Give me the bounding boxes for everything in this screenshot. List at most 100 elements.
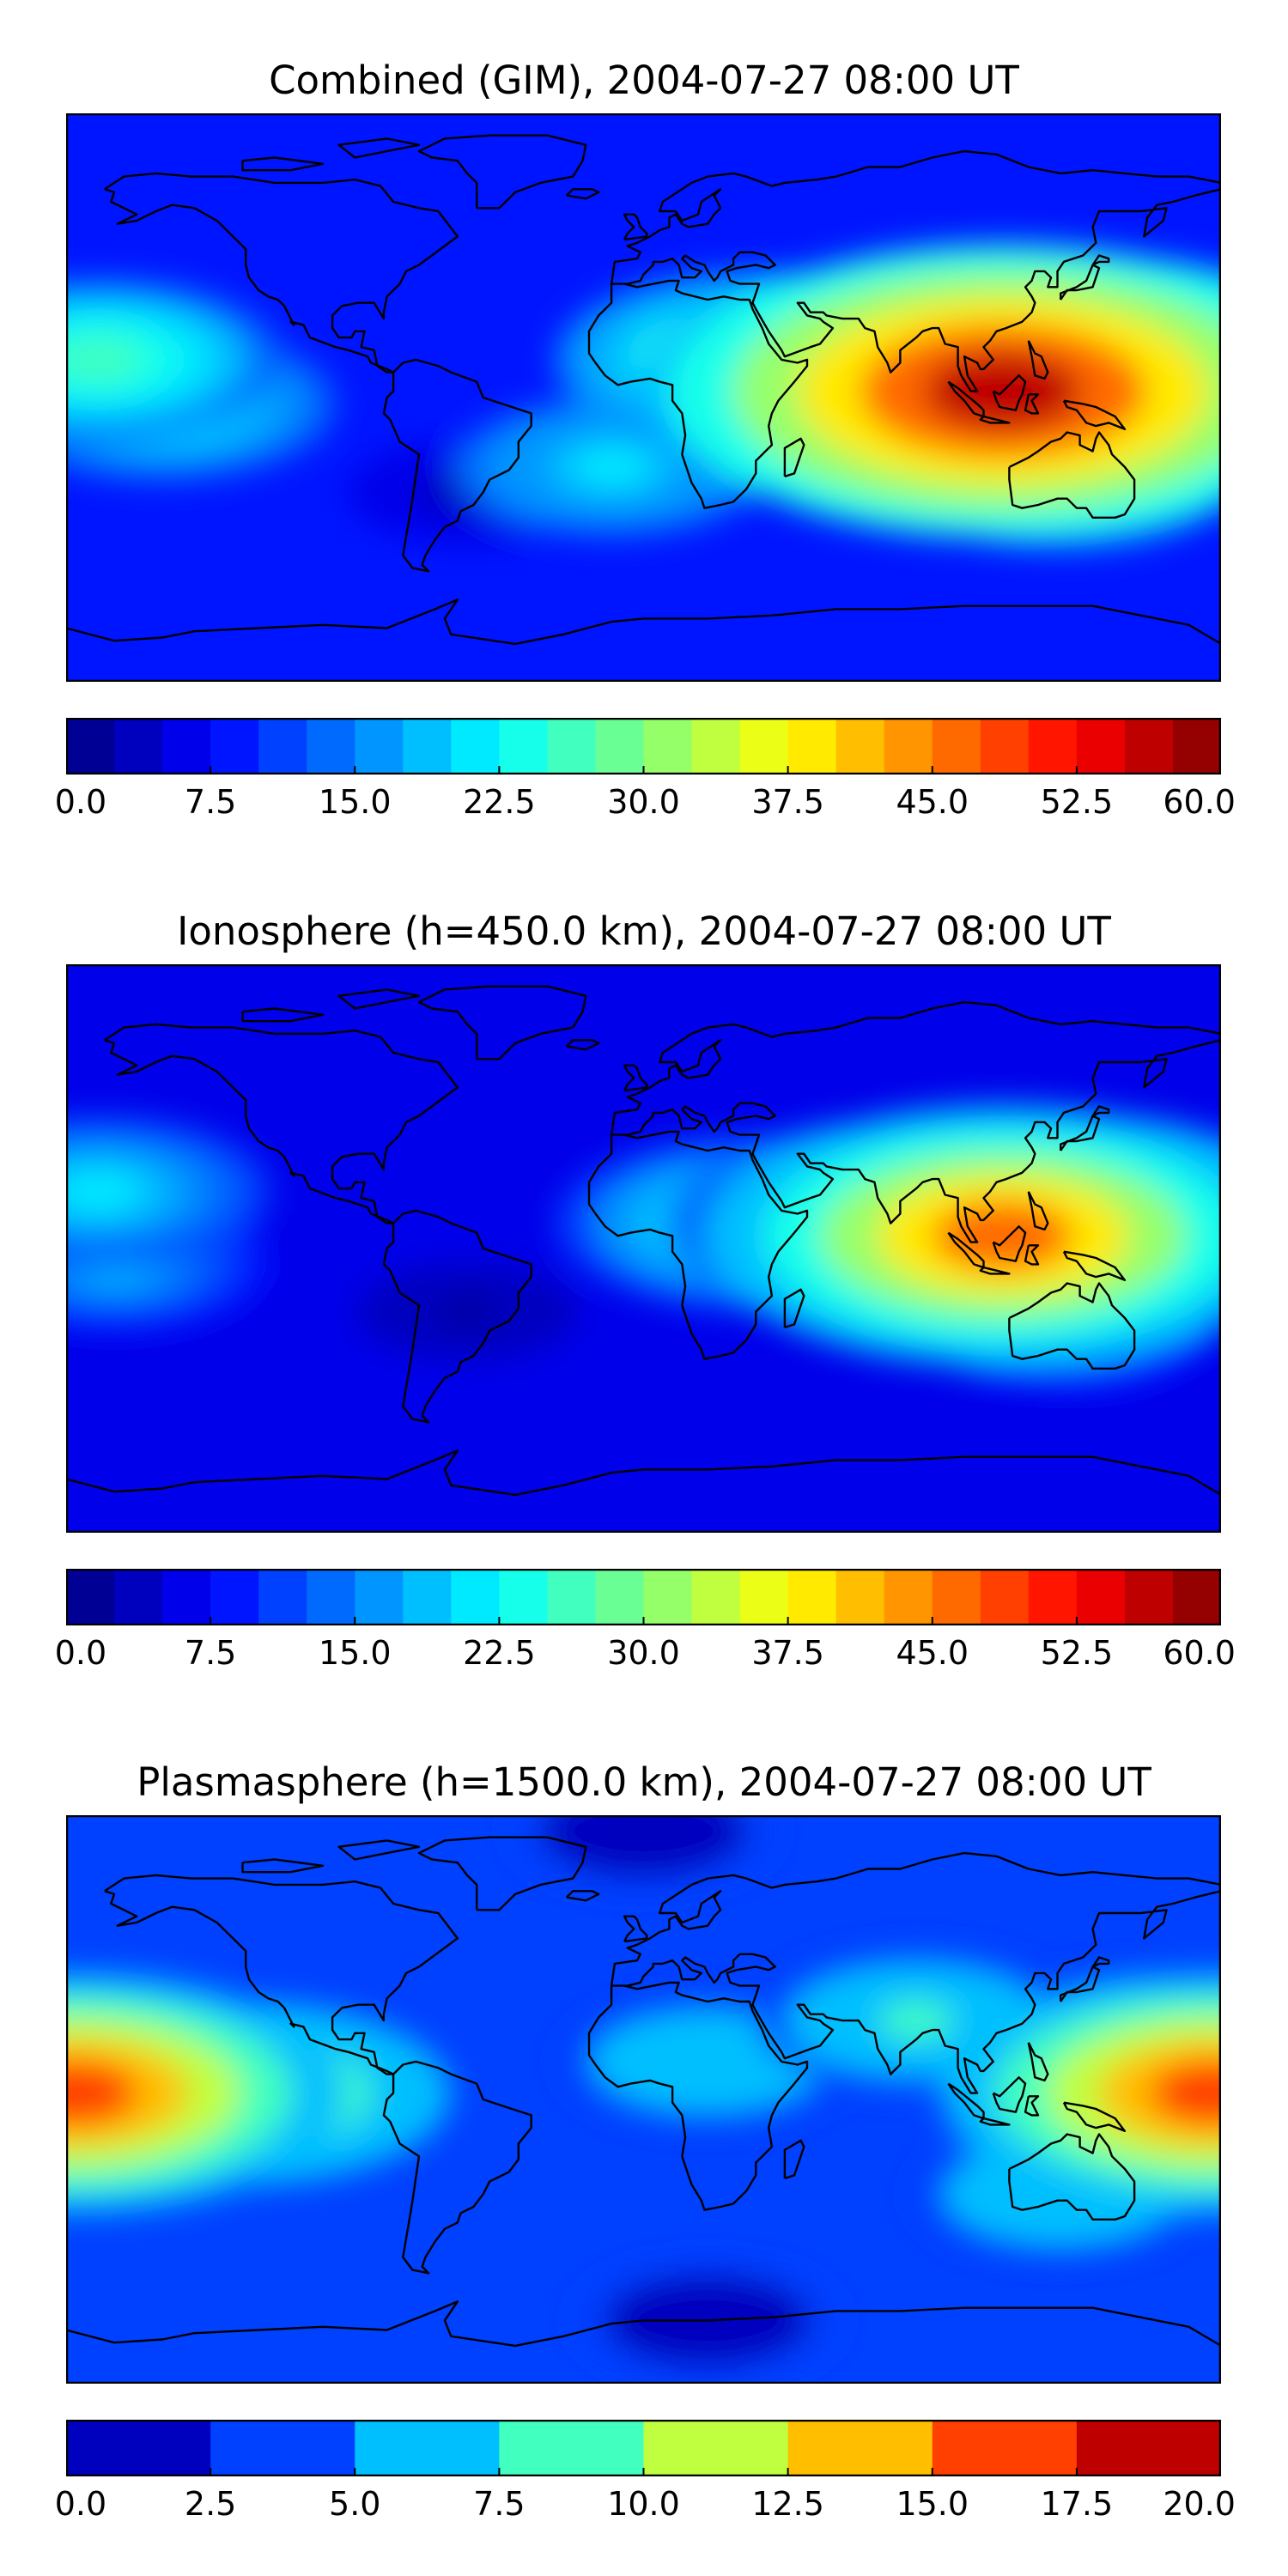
colorbar-segment	[932, 2420, 1078, 2476]
colorbar-segment	[1172, 1569, 1221, 1625]
coastlines	[66, 1836, 1221, 2348]
colorbar-segment	[499, 1569, 549, 1625]
colorbar-ticks-plasmasphere: 0.0 2.5 5.0 7.5 10.0 12.5 15.0 17.5 20.0	[55, 2485, 1236, 2537]
colorbar-tick-label: 15.0	[318, 783, 392, 821]
colorbar-segment	[1124, 718, 1174, 775]
colorbar-segment	[403, 718, 452, 775]
colorbar-segment	[980, 1569, 1030, 1625]
colorbar-segment	[355, 718, 404, 775]
colorbar-combined	[66, 718, 1221, 775]
colorbar-segment	[307, 1569, 355, 1625]
colorbar-segment	[451, 1569, 500, 1625]
colorbar-tick-label: 7.5	[184, 783, 237, 821]
colorbar-segment	[547, 1569, 597, 1625]
coastlines	[66, 134, 1221, 646]
map-frame	[66, 1815, 1221, 2384]
heatmap-blob	[1150, 2061, 1221, 2125]
colorbar-tick-label: 45.0	[896, 1634, 969, 1672]
colorbar-segment	[787, 718, 837, 775]
map-heatmap-combined	[66, 113, 1221, 682]
colorbar-segment	[307, 718, 355, 775]
colorbar-tick-label: 30.0	[607, 783, 680, 821]
colorbar-segment	[114, 1569, 163, 1625]
colorbar-tick-label: 0.0	[54, 2485, 107, 2523]
colorbar-segment	[403, 1569, 452, 1625]
heatmap-blob	[66, 337, 142, 382]
colorbar-segment	[884, 1569, 933, 1625]
colorbar-segment	[1028, 718, 1078, 775]
colorbar-segment	[210, 2420, 355, 2476]
colorbar-tick-label: 22.5	[463, 783, 536, 821]
colorbar-tick-label: 2.5	[184, 2485, 237, 2523]
colorbar-segment	[643, 2420, 789, 2476]
colorbar-segment	[66, 718, 115, 775]
colorbar-tick-label: 22.5	[463, 1634, 536, 1672]
colorbar-segment	[739, 1569, 789, 1625]
colorbar-segment	[1172, 718, 1221, 775]
chart-title: Combined (GIM), 2004-07-27 08:00 UT	[269, 58, 1019, 103]
colorbar-segment	[355, 2420, 500, 2476]
colorbar-segment	[210, 718, 259, 775]
colorbar-segment	[980, 718, 1030, 775]
colorbar-segment	[835, 1569, 885, 1625]
colorbar-segment	[499, 718, 549, 775]
colorbar-tick-label: 7.5	[473, 2485, 526, 2523]
colorbar-tick-label: 7.5	[184, 1634, 237, 1672]
colorbar-tick-label: 12.5	[751, 2485, 824, 2523]
colorbar-segment	[739, 718, 789, 775]
colorbar-segment	[835, 718, 885, 775]
colorbar-segment	[787, 1569, 837, 1625]
colorbar-segment	[355, 1569, 404, 1625]
heatmap-features	[66, 1105, 1221, 1393]
colorbar-segment	[932, 718, 981, 775]
colorbar-tick-label: 37.5	[751, 783, 824, 821]
colorbar-segment	[1076, 718, 1126, 775]
colorbar-segment	[258, 718, 307, 775]
colorbar-tick-label: 52.5	[1040, 783, 1114, 821]
heatmap-blob	[66, 1171, 139, 1212]
colorbar-segment	[595, 718, 645, 775]
colorbar-segment	[66, 2420, 211, 2476]
colorbar-segment	[691, 1569, 741, 1625]
colorbar-tick-label: 60.0	[1163, 1634, 1236, 1672]
colorbar-tick-label: 15.0	[318, 1634, 392, 1672]
chart-title: Plasmasphere (h=1500.0 km), 2004-07-27 0…	[137, 1759, 1151, 1805]
colorbar-segment	[210, 1569, 259, 1625]
heatmap-blob	[441, 1298, 493, 1325]
chart-title: Ionosphere (h=450.0 km), 2004-07-27 08:0…	[177, 908, 1111, 954]
map-heatmap-ionosphere	[66, 964, 1221, 1533]
heatmap-blob	[878, 2002, 954, 2039]
heatmap-blob	[933, 1200, 1073, 1271]
colorbar-ticks-ionosphere: 0.0 7.5 15.0 22.5 30.0 37.5 45.0 52.5 60.0	[55, 1634, 1236, 1686]
colorbar-segment	[595, 1569, 645, 1625]
colorbar-segment	[162, 1569, 211, 1625]
colorbar-tick-label: 17.5	[1040, 2485, 1114, 2523]
colorbar-tick-label: 0.0	[54, 1634, 107, 1672]
colorbar-segment	[691, 718, 741, 775]
heatmap-blob	[673, 2044, 742, 2079]
colorbar-segment	[932, 1569, 981, 1625]
colorbar-segment	[499, 2420, 645, 2476]
colorbar-segment	[884, 718, 933, 775]
map-heatmap-plasmasphere	[66, 1815, 1221, 2384]
colorbar-plasmasphere	[66, 2420, 1221, 2476]
heatmap-blob	[574, 448, 649, 486]
colorbar-segment	[114, 718, 163, 775]
colorbar-segment	[643, 718, 693, 775]
heatmap-blob	[66, 2061, 137, 2125]
map-frame	[66, 113, 1221, 682]
colorbar-segment	[1028, 1569, 1078, 1625]
colorbar-ionosphere	[66, 1569, 1221, 1625]
colorbar-tick-label: 10.0	[607, 2485, 680, 2523]
colorbar-tick-label: 30.0	[607, 1634, 680, 1672]
colorbar-segment	[1076, 2420, 1221, 2476]
colorbar-segment	[547, 718, 597, 775]
colorbar-segment	[1076, 1569, 1126, 1625]
colorbar-segment	[787, 2420, 933, 2476]
colorbar-segment	[258, 1569, 307, 1625]
colorbar-segment	[451, 718, 500, 775]
colorbar-tick-label: 20.0	[1163, 2485, 1236, 2523]
colorbar-tick-label: 0.0	[54, 783, 107, 821]
colorbar-tick-label: 52.5	[1040, 1634, 1114, 1672]
colorbar-segment	[162, 718, 211, 775]
